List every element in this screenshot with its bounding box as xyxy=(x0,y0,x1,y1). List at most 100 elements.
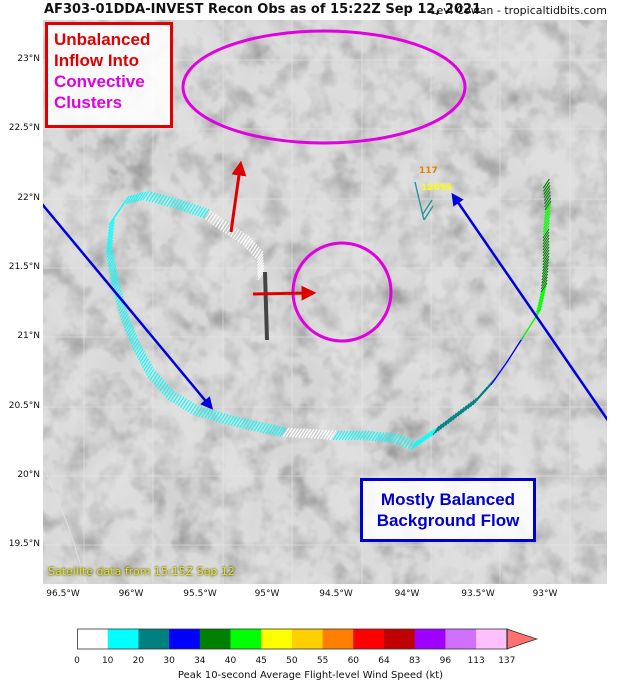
lat-lon-grid xyxy=(43,20,607,584)
wind-barb xyxy=(111,274,119,285)
inflow-arrow-north xyxy=(229,160,247,233)
wind-barb xyxy=(107,224,115,235)
wind-barb xyxy=(244,237,252,248)
wind-barb xyxy=(131,193,139,204)
wind-barb xyxy=(202,208,210,219)
wind-barb xyxy=(233,416,241,427)
colorbar-tick-label: 34 xyxy=(194,656,206,666)
wind-barb xyxy=(136,192,144,202)
wind-barb xyxy=(542,234,550,245)
colorbar-tick-label: 55 xyxy=(316,656,329,666)
wind-barb xyxy=(541,267,549,278)
wind-barb xyxy=(250,244,258,254)
wind-barb xyxy=(151,373,159,383)
wind-barb xyxy=(298,428,306,438)
flight-track-segment xyxy=(263,271,269,341)
wind-barb xyxy=(460,405,467,415)
wind-barb xyxy=(242,235,250,246)
wind-barb xyxy=(362,430,370,441)
wind-barb xyxy=(126,324,133,334)
wind-barb xyxy=(316,429,324,440)
wind-barb xyxy=(175,199,183,210)
wind-barb xyxy=(217,219,225,229)
wind-barb xyxy=(540,282,548,293)
wind-barb xyxy=(432,425,440,436)
lat-label: 20°N xyxy=(17,470,40,480)
colorbar-tick-label: 83 xyxy=(408,656,421,666)
wind-barb xyxy=(127,327,134,337)
wind-barb xyxy=(288,427,296,438)
colorbar-tick-label: 113 xyxy=(467,656,485,666)
wind-barb xyxy=(398,435,406,446)
wind-barb xyxy=(256,253,264,264)
wind-barb xyxy=(133,192,141,203)
wind-barb xyxy=(106,239,114,250)
wind-barb xyxy=(154,193,162,204)
wind-barb xyxy=(465,401,472,411)
wind-barb xyxy=(338,430,346,441)
wind-barb xyxy=(537,297,545,307)
wind-barb xyxy=(210,213,217,224)
inflow-arrow-east xyxy=(252,285,317,301)
wind-barb xyxy=(447,414,455,425)
wind-barb xyxy=(215,412,223,423)
wind-barb xyxy=(539,285,547,296)
wind-barb xyxy=(543,185,551,195)
callout-line: Clusters xyxy=(54,93,123,112)
wind-barb xyxy=(368,431,376,441)
wind-barb xyxy=(207,409,215,420)
wind-barb xyxy=(129,332,137,343)
wind-barb xyxy=(120,310,128,321)
wind-barb xyxy=(540,276,548,287)
callout-line: Background Flow xyxy=(376,511,520,530)
wind-barb xyxy=(356,430,364,441)
wind-barb xyxy=(262,423,270,434)
wind-barb xyxy=(457,406,465,417)
colorbar-tick-label: 64 xyxy=(378,656,390,666)
wind-barb xyxy=(276,426,284,437)
colorbar-segment xyxy=(199,629,231,649)
colorbar-tick-label: 10 xyxy=(101,656,114,666)
wind-barb xyxy=(273,425,281,436)
wind-barb xyxy=(452,410,460,421)
wind-barb xyxy=(467,399,475,410)
wind-barb xyxy=(282,427,290,438)
wind-barb xyxy=(177,396,185,407)
wind-barb xyxy=(268,424,276,435)
wind-barb xyxy=(323,429,331,440)
wind-barb xyxy=(543,213,551,223)
lat-label: 23°N xyxy=(17,54,40,64)
wind-barb xyxy=(142,190,150,201)
obs-label-yellow: 12055 xyxy=(421,183,453,193)
wind-barb xyxy=(359,430,367,441)
colorbar-segment xyxy=(353,629,385,649)
balanced-flow-callout: Mostly Balanced Background Flow xyxy=(360,478,536,542)
wind-barb xyxy=(310,428,318,439)
wind-barb xyxy=(191,205,199,215)
wind-barb xyxy=(161,384,169,394)
wind-barb xyxy=(186,203,194,213)
wind-barb xyxy=(210,410,217,421)
wind-barb xyxy=(365,430,373,441)
wind-barb xyxy=(542,261,550,272)
colorbar-segment xyxy=(445,629,477,649)
wind-barb xyxy=(313,429,321,439)
wind-barb xyxy=(123,318,131,329)
colorbar-segment xyxy=(230,629,262,649)
wind-barb xyxy=(543,219,550,230)
satellite-map xyxy=(43,20,607,584)
wind-barb xyxy=(106,233,114,244)
wind-barb xyxy=(143,361,151,371)
wind-barb xyxy=(107,257,115,268)
wind-barb xyxy=(257,262,265,272)
colorbar-tick-label: 20 xyxy=(132,656,145,666)
wind-barb xyxy=(197,206,204,217)
colorbar-tick-label: 60 xyxy=(347,656,360,666)
wind-barb xyxy=(230,227,237,238)
wind-barb xyxy=(538,291,546,302)
wind-barb xyxy=(291,428,299,438)
wind-barb xyxy=(535,305,543,316)
colorbar-tick-label: 50 xyxy=(286,656,298,666)
lon-label: 95°W xyxy=(254,589,280,599)
wind-barb xyxy=(212,411,220,422)
